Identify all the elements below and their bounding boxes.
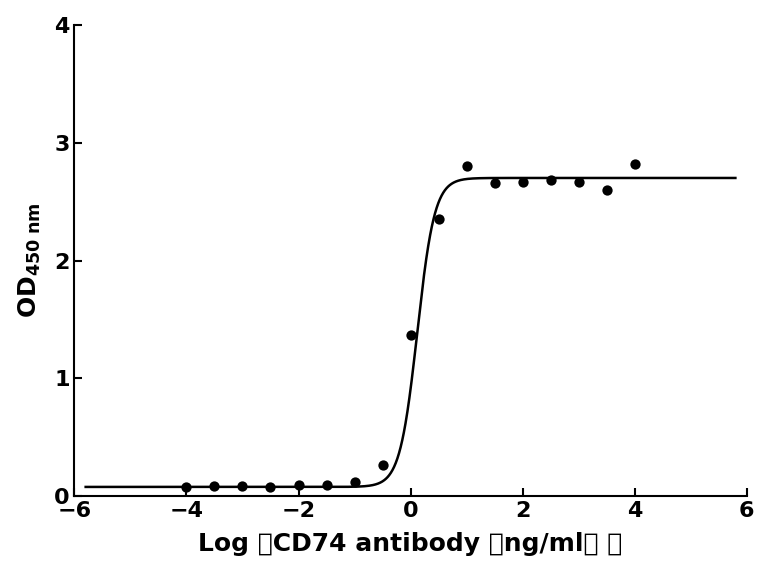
Point <box>488 178 500 187</box>
Point <box>460 162 473 171</box>
Point <box>376 460 389 469</box>
Y-axis label: $\mathbf{OD_{450\ nm}}$: $\mathbf{OD_{450\ nm}}$ <box>17 203 43 319</box>
Point <box>292 480 305 489</box>
Point <box>208 481 221 490</box>
Point <box>404 330 416 339</box>
X-axis label: Log （CD74 antibody （ng/ml） ）: Log （CD74 antibody （ng/ml） ） <box>198 532 623 556</box>
Point <box>572 177 584 186</box>
Point <box>180 482 193 492</box>
Point <box>237 481 249 490</box>
Point <box>601 185 613 194</box>
Point <box>544 176 557 185</box>
Point <box>628 159 641 168</box>
Point <box>433 215 445 224</box>
Point <box>264 482 277 492</box>
Point <box>348 478 361 487</box>
Point <box>320 480 332 489</box>
Point <box>517 177 529 186</box>
